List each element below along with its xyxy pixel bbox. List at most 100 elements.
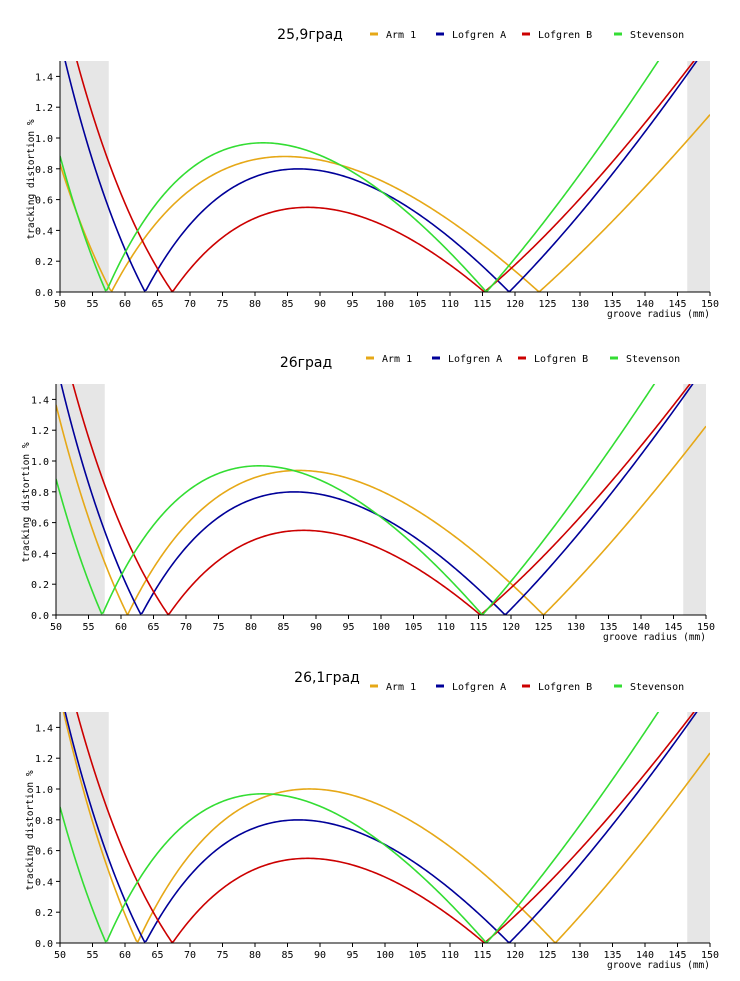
y-tick-label: 1.4: [35, 723, 53, 734]
series-line-lofgren-b: [76, 61, 695, 292]
x-tick-label: 125: [538, 950, 556, 961]
y-tick-label: 1.2: [35, 103, 53, 114]
y-tick-label: 1.4: [31, 395, 49, 406]
y-tick-label: 0.2: [35, 908, 53, 919]
x-tick-label: 65: [151, 299, 163, 310]
series-line-stevenson: [60, 712, 660, 943]
legend-label: Lofgren A: [448, 354, 502, 365]
x-tick-label: 100: [376, 299, 394, 310]
chart-svg-2: 50 55 60 65 70 75 80 85 90 95 100 105 110 115 120 125 13…: [21, 354, 715, 643]
chart-panel-2: 50 55 60 65 70 75 80 85 90 95 100 105 110 115 120 125 13…: [0, 327, 740, 654]
x-tick-label: 125: [538, 299, 556, 310]
legend-label: Lofgren B: [534, 354, 588, 365]
x-tick-label: 105: [404, 622, 422, 633]
x-tick-label: 150: [701, 950, 719, 961]
x-tick-label: 100: [372, 622, 390, 633]
x-tick-label: 70: [180, 622, 192, 633]
x-tick-label: 150: [701, 299, 719, 310]
x-tick-label: 85: [281, 299, 293, 310]
y-axis-label: tracking distortion %: [21, 442, 32, 562]
x-tick-label: 145: [664, 622, 682, 633]
x-tick-label: 110: [441, 950, 459, 961]
x-tick-label: 80: [249, 299, 261, 310]
legend-label: Arm 1: [382, 354, 412, 365]
legend-label: Arm 1: [386, 682, 416, 693]
x-tick-label: 55: [86, 950, 98, 961]
shaded-region: [687, 61, 710, 292]
y-tick-label: 0.0: [35, 288, 53, 299]
x-tick-label: 120: [502, 622, 520, 633]
x-tick-label: 140: [636, 299, 654, 310]
y-tick-label: 0.8: [35, 165, 53, 176]
series-line-lofgren-b: [72, 384, 691, 615]
legend-label: Stevenson: [626, 354, 680, 365]
legend-label: Stevenson: [630, 30, 684, 41]
chart-title: 25,9град: [277, 27, 343, 43]
chart-title: 26,1град: [294, 670, 360, 686]
y-tick-label: 1.2: [35, 754, 53, 765]
x-tick-label: 135: [599, 622, 617, 633]
x-tick-label: 75: [216, 950, 228, 961]
legend-label: Lofgren B: [538, 682, 592, 693]
legend-label: Lofgren B: [538, 30, 592, 41]
x-tick-label: 60: [119, 950, 131, 961]
x-tick-label: 115: [473, 950, 491, 961]
x-tick-label: 70: [184, 950, 196, 961]
x-tick-label: 130: [571, 950, 589, 961]
x-tick-label: 140: [636, 950, 654, 961]
x-tick-label: 145: [668, 950, 686, 961]
x-tick-label: 55: [82, 622, 94, 633]
x-tick-label: 85: [277, 622, 289, 633]
x-tick-label: 110: [441, 299, 459, 310]
x-tick-label: 75: [216, 299, 228, 310]
x-tick-label: 90: [310, 622, 322, 633]
series-line-stevenson: [56, 384, 656, 615]
y-tick-label: 0.4: [35, 226, 53, 237]
y-tick-label: 0.0: [35, 939, 53, 950]
x-tick-label: 90: [314, 950, 326, 961]
y-tick-label: 0.2: [35, 257, 53, 268]
y-tick-label: 0.8: [31, 488, 49, 499]
legend-label: Lofgren A: [452, 30, 506, 41]
legend-label: Lofgren A: [452, 682, 506, 693]
x-tick-label: 135: [603, 299, 621, 310]
x-tick-label: 115: [469, 622, 487, 633]
y-axis-label: tracking distortion %: [26, 119, 37, 239]
x-tick-label: 130: [571, 299, 589, 310]
y-tick-label: 1.2: [31, 426, 49, 437]
x-tick-label: 55: [86, 299, 98, 310]
series-line-arm-1: [60, 114, 710, 292]
x-tick-label: 150: [697, 622, 715, 633]
series-line-lofgren-a: [64, 61, 698, 292]
x-tick-label: 95: [346, 950, 358, 961]
x-tick-label: 110: [437, 622, 455, 633]
x-axis-label: groove radius (mm): [607, 960, 710, 971]
x-tick-label: 95: [342, 622, 354, 633]
legend-label: Stevenson: [630, 682, 684, 693]
x-tick-label: 75: [212, 622, 224, 633]
y-tick-label: 0.6: [35, 196, 53, 207]
chart-svg-1: 50 55 60 65 70 75 80 85 90 95 100 105 110 115 120 125 13…: [26, 27, 719, 320]
x-tick-label: 60: [119, 299, 131, 310]
x-tick-label: 65: [151, 950, 163, 961]
series-line-arm-1: [62, 712, 710, 943]
legend-label: Arm 1: [386, 30, 416, 41]
series-line-lofgren-b: [76, 712, 695, 943]
x-tick-label: 130: [567, 622, 585, 633]
x-tick-label: 105: [408, 950, 426, 961]
x-tick-label: 115: [473, 299, 491, 310]
x-tick-label: 80: [245, 622, 257, 633]
y-tick-label: 1.0: [35, 785, 53, 796]
x-tick-label: 145: [668, 299, 686, 310]
y-tick-label: 0.6: [31, 519, 49, 530]
chart-panel-1: 50 55 60 65 70 75 80 85 90 95 100 105 110 115 120 125 13…: [0, 0, 740, 327]
x-tick-label: 70: [184, 299, 196, 310]
x-tick-label: 140: [632, 622, 650, 633]
chart-svg-3: 50 55 60 65 70 75 80 85 90 95 100 105 110 115 120 125 13…: [25, 670, 719, 971]
series-line-lofgren-a: [60, 384, 694, 615]
y-tick-label: 0.2: [31, 580, 49, 591]
x-axis-label: groove radius (mm): [603, 632, 706, 643]
x-tick-label: 50: [54, 299, 66, 310]
x-tick-label: 85: [281, 950, 293, 961]
y-tick-label: 0.6: [35, 847, 53, 858]
